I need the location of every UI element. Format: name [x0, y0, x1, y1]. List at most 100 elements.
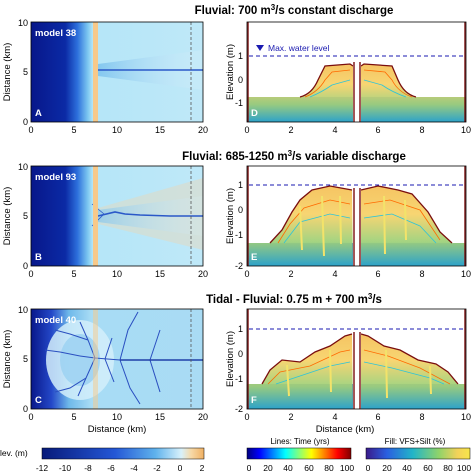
- x-tick: 10: [461, 412, 471, 422]
- x-tick: 10: [112, 125, 122, 135]
- colorbar-tick: 40: [283, 463, 293, 473]
- profile-panel-d: Max. water level D 1 0 -1 0 2 4 6 8 10 E…: [225, 21, 471, 135]
- x-tick: 5: [71, 412, 76, 422]
- sand-barrier: [93, 22, 98, 122]
- colorbar-tick: -6: [107, 463, 115, 473]
- colorbar-tick: -12: [36, 463, 49, 473]
- y-tick: 1: [238, 51, 243, 61]
- x-tick: 15: [155, 125, 165, 135]
- y-tick: 0: [23, 404, 28, 414]
- colorbar-tick: 100: [340, 463, 354, 473]
- x-tick: 0: [244, 412, 249, 422]
- y-tick: 1: [238, 324, 243, 334]
- x-tick: 8: [419, 269, 424, 279]
- y-tick: 10: [18, 18, 28, 28]
- colorbar-tick: 20: [263, 463, 273, 473]
- map-panel-a: model 38 A 0 5 10 0 5 10 15 20 Distance …: [2, 18, 208, 135]
- x-tick: 20: [198, 412, 208, 422]
- panel-letter: E: [251, 252, 257, 263]
- y-tick: 0: [23, 117, 28, 127]
- colorbar-tick: 40: [402, 463, 412, 473]
- map-panel-c: model 40 C 0 5 10 0 5 10 15 20 Distance …: [2, 305, 208, 435]
- y-tick: 0: [238, 349, 243, 359]
- y-tick: -1: [235, 230, 243, 240]
- elevation-colorbar: lev. (m) -12 -10 -8 -6 -4 -2 0 2: [0, 447, 205, 473]
- x-tick: 0: [28, 269, 33, 279]
- model-label: model 40: [35, 315, 76, 326]
- y-tick: -2: [235, 404, 243, 414]
- colorbar-tick: 20: [382, 463, 392, 473]
- y-tick: 10: [18, 305, 28, 315]
- x-tick: 4: [332, 125, 337, 135]
- x-tick: 0: [28, 125, 33, 135]
- x-tick: 15: [155, 412, 165, 422]
- map-panel-b: model 93 B 0 5 10 0 5 10 15 20 Distance …: [2, 162, 208, 279]
- y-tick: -1: [235, 98, 243, 108]
- x-tick: 5: [71, 125, 76, 135]
- x-tick: 0: [244, 269, 249, 279]
- x-tick: 0: [28, 412, 33, 422]
- model-label: model 38: [35, 28, 76, 39]
- x-tick: 10: [112, 269, 122, 279]
- x-tick: 4: [332, 412, 337, 422]
- x-tick: 2: [288, 412, 293, 422]
- y-axis-label: Distance (km): [2, 330, 13, 389]
- x-tick: 20: [198, 125, 208, 135]
- y-tick: 5: [23, 211, 28, 221]
- x-tick: 0: [244, 125, 249, 135]
- panel-letter: F: [251, 395, 257, 406]
- y-tick: -1: [235, 374, 243, 384]
- x-tick: 6: [375, 269, 380, 279]
- colorbar-tick: 60: [304, 463, 314, 473]
- x-tick: 4: [332, 269, 337, 279]
- row2-title: Fluvial: 685-1250 m3/s variable discharg…: [182, 149, 406, 163]
- colorbar-label: Fill: VFS+Silt (%): [385, 437, 446, 446]
- colorbar-tick: -8: [84, 463, 92, 473]
- colorbar-tick: 60: [423, 463, 433, 473]
- profile-panel-f: F 1 0 -1 -2 0 2 4 6 8 10 Elevation (m) D…: [225, 308, 471, 435]
- y-tick: 10: [18, 162, 28, 172]
- colorbar-tick: 0: [247, 463, 252, 473]
- y-tick: 5: [23, 354, 28, 364]
- colorbar-tick: 0: [178, 463, 183, 473]
- fill-colorbar: Fill: VFS+Silt (%) 0 20 40 60 80 100: [366, 437, 472, 473]
- x-tick: 6: [375, 412, 380, 422]
- y-axis-label: Distance (km): [2, 43, 13, 102]
- sand-barrier: [93, 166, 98, 266]
- x-tick: 8: [419, 125, 424, 135]
- y-axis-label: Elevation (m): [225, 188, 236, 244]
- y-tick: 0: [238, 75, 243, 85]
- row3-title: Tidal - Fluvial: 0.75 m + 700 m3/s: [206, 292, 382, 306]
- y-tick: -2: [235, 261, 243, 271]
- x-tick: 8: [419, 412, 424, 422]
- colorbar-tick: -4: [130, 463, 138, 473]
- colorbar-label: lev. (m): [0, 448, 28, 458]
- x-tick: 20: [198, 269, 208, 279]
- x-tick: 10: [461, 269, 471, 279]
- legend-max-water-level: Max. water level: [268, 43, 330, 53]
- colorbar-tick: 0: [366, 463, 371, 473]
- colorbar-tick: 80: [324, 463, 334, 473]
- panel-letter: C: [35, 395, 42, 406]
- x-tick: 2: [288, 125, 293, 135]
- river-channel: [97, 211, 203, 217]
- time-colorbar: Lines: Time (yrs) 0 20 40 60 80 100: [247, 437, 355, 473]
- x-tick: 6: [375, 125, 380, 135]
- panel-letter: D: [251, 108, 258, 119]
- panel-letter: B: [35, 252, 42, 263]
- x-tick: 10: [461, 125, 471, 135]
- x-tick: 15: [155, 269, 165, 279]
- colorbar-tick: 2: [200, 463, 205, 473]
- y-tick: 0: [238, 205, 243, 215]
- panel-letter: A: [35, 108, 42, 119]
- model-label: model 93: [35, 172, 76, 183]
- colorbar-tick: 100: [457, 463, 471, 473]
- x-axis-label: Distance (km): [316, 424, 375, 435]
- y-axis-label: Distance (km): [2, 187, 13, 246]
- x-tick: 5: [71, 269, 76, 279]
- colorbar-tick: -2: [153, 463, 161, 473]
- x-tick: 10: [112, 412, 122, 422]
- water-level-triangle-icon: [256, 45, 264, 51]
- row1-title: Fluvial: 700 m3/s constant discharge: [195, 3, 394, 17]
